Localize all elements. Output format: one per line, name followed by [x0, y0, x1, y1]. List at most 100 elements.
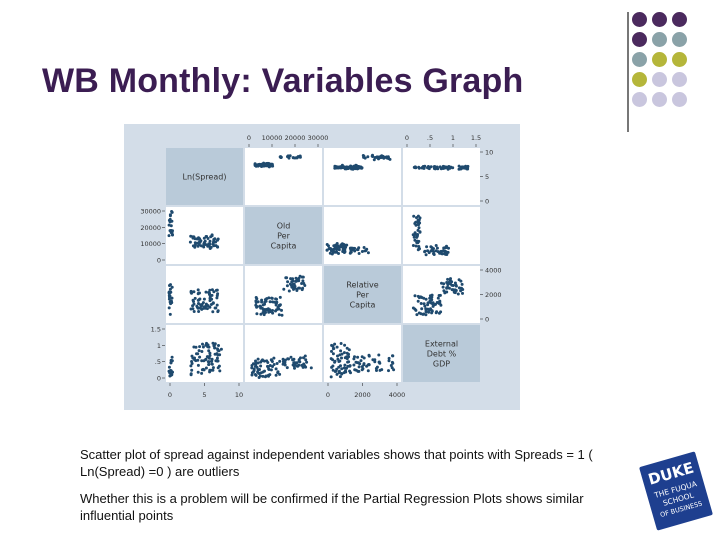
- decor-dot: [632, 12, 647, 27]
- data-point: [196, 244, 200, 248]
- data-point: [283, 363, 287, 367]
- data-point: [460, 282, 464, 286]
- data-point: [287, 289, 291, 293]
- data-point: [353, 249, 357, 253]
- data-point: [189, 364, 193, 368]
- data-point: [197, 237, 201, 241]
- data-point: [256, 163, 260, 167]
- data-point: [354, 360, 358, 364]
- data-point: [422, 312, 426, 316]
- data-point: [190, 368, 194, 372]
- data-point: [211, 241, 215, 244]
- data-point: [295, 278, 299, 282]
- data-point: [262, 359, 266, 363]
- tick-label: 1.5: [151, 326, 161, 334]
- data-point: [276, 371, 280, 375]
- decor-dot: [632, 92, 647, 107]
- data-point: [387, 356, 391, 360]
- data-point: [365, 247, 369, 251]
- data-point: [434, 244, 438, 247]
- data-point: [417, 166, 421, 170]
- data-point: [255, 312, 259, 316]
- data-point: [382, 156, 386, 160]
- data-point: [197, 291, 200, 295]
- decor-dot: [672, 72, 687, 87]
- diagonal-label: Per: [277, 232, 290, 241]
- data-point: [344, 369, 347, 373]
- data-point: [285, 284, 289, 288]
- data-point: [360, 368, 364, 372]
- diagonal-label: Debt %: [427, 350, 457, 359]
- scatter-cell: [324, 325, 401, 382]
- data-point: [216, 366, 220, 370]
- data-point: [204, 343, 208, 347]
- data-point: [412, 214, 416, 218]
- data-point: [208, 351, 212, 355]
- data-point: [425, 245, 429, 249]
- data-point: [207, 356, 211, 360]
- tick-label: 0: [405, 134, 409, 142]
- data-point: [167, 234, 171, 238]
- data-point: [430, 249, 434, 253]
- data-point: [209, 245, 213, 249]
- tick-label: .5: [427, 134, 433, 142]
- data-point: [377, 353, 381, 357]
- diagonal-label: External: [425, 340, 458, 349]
- data-point: [387, 359, 391, 363]
- data-point: [340, 356, 343, 360]
- tick-label: 5: [202, 391, 206, 399]
- diagonal-label: Per: [356, 291, 369, 300]
- data-point: [285, 366, 289, 370]
- data-point: [278, 295, 282, 299]
- data-point: [276, 306, 280, 310]
- scatter-cell: [245, 325, 322, 382]
- data-point: [286, 280, 290, 284]
- data-point: [218, 369, 222, 373]
- diagonal-label: Ln(Spread): [183, 173, 227, 182]
- data-point: [347, 348, 351, 352]
- data-point: [215, 288, 219, 292]
- data-point: [335, 345, 339, 349]
- data-point: [190, 354, 194, 358]
- data-point: [169, 283, 172, 287]
- data-point: [269, 368, 273, 372]
- data-point: [426, 301, 430, 305]
- data-point: [329, 375, 333, 379]
- data-point: [424, 253, 428, 257]
- decor-dot: [652, 92, 667, 107]
- data-point: [275, 300, 279, 304]
- data-point: [210, 362, 214, 366]
- data-point: [193, 358, 197, 362]
- data-point: [337, 252, 340, 255]
- data-point: [210, 359, 214, 363]
- data-point: [346, 360, 350, 364]
- data-point: [389, 364, 393, 367]
- data-point: [417, 226, 421, 230]
- data-point: [279, 155, 283, 159]
- data-point: [205, 235, 209, 238]
- data-point: [351, 166, 355, 169]
- data-point: [391, 354, 394, 358]
- data-point: [168, 214, 172, 218]
- data-point: [303, 364, 307, 368]
- data-point: [426, 249, 430, 253]
- data-point: [208, 354, 212, 357]
- data-point: [359, 359, 363, 363]
- data-point: [289, 277, 293, 281]
- data-point: [266, 361, 270, 364]
- data-point: [275, 308, 279, 312]
- data-point: [167, 218, 171, 222]
- data-point: [345, 243, 349, 247]
- data-point: [202, 368, 206, 372]
- data-point: [204, 304, 208, 308]
- data-point: [451, 166, 455, 170]
- data-point: [433, 167, 437, 171]
- data-point: [168, 374, 172, 378]
- data-point: [373, 360, 377, 364]
- tick-label: 0: [157, 257, 161, 265]
- data-point: [329, 249, 333, 253]
- data-point: [453, 281, 457, 285]
- data-point: [270, 360, 274, 363]
- data-point: [285, 276, 289, 280]
- tick-label: 10000: [262, 134, 283, 142]
